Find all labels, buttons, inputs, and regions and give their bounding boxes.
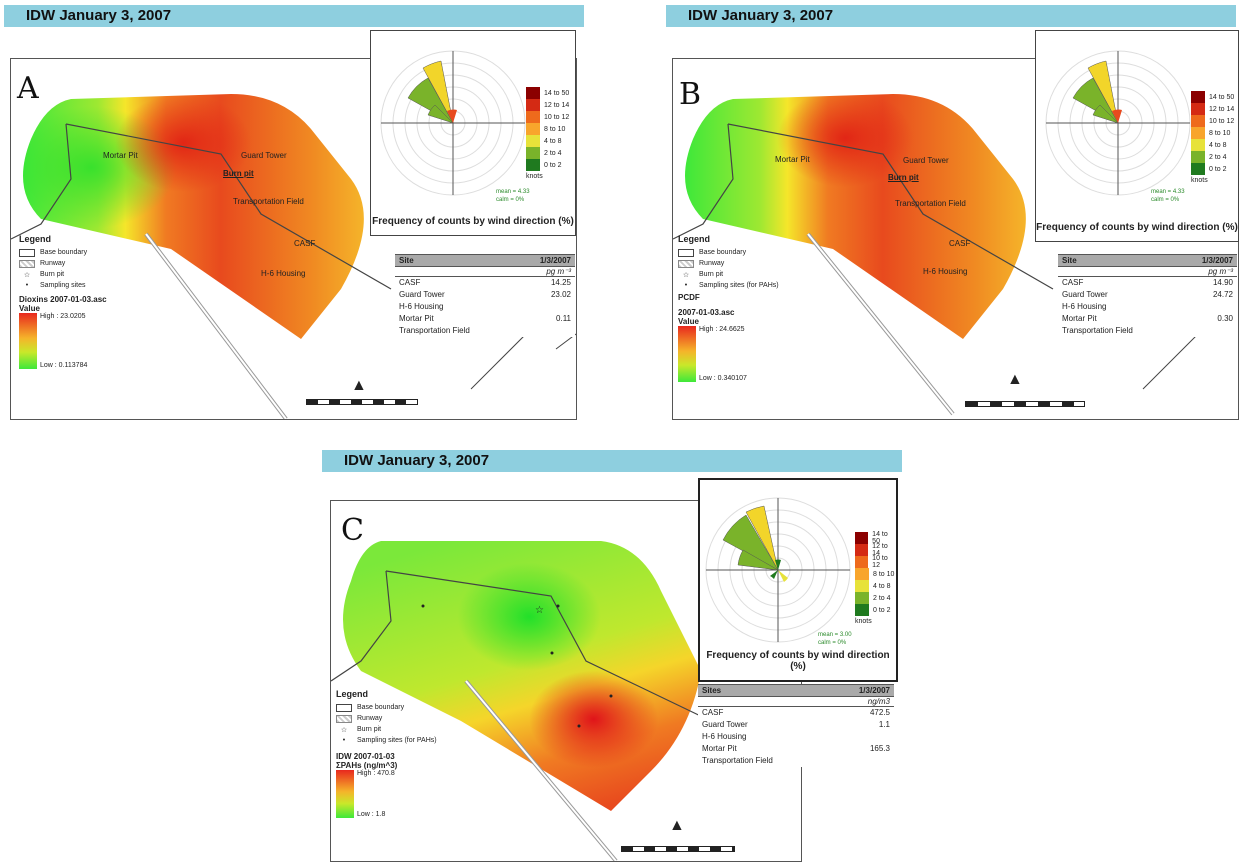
table-row: Transportation Field xyxy=(702,756,773,765)
table-row: Mortar Pit 0.30 xyxy=(1062,314,1233,323)
panel-c-heatmap xyxy=(331,541,712,861)
panel-c-wind-rose-box: mean = 3.00 calm = 0% 14 to 50 12 to 14 … xyxy=(698,478,898,682)
legend-burn-pit: Burn pit xyxy=(40,271,65,278)
transportation-field-label: Transportation Field xyxy=(895,199,966,208)
star-icon: ☆ xyxy=(340,726,348,734)
legend-title: Legend xyxy=(19,234,52,244)
guard-tower-label: Guard Tower xyxy=(903,156,949,165)
mortar-pit-label: Mortar Pit xyxy=(103,151,138,160)
wind-mean: mean = 4.33 xyxy=(496,189,530,195)
legend-high: High : 23.0205 xyxy=(40,313,86,320)
wind-caption: Frequency of counts by wind direction (%… xyxy=(372,216,574,227)
panel-a-wind-rose xyxy=(380,50,526,196)
wind-calm: calm = 0% xyxy=(496,197,525,203)
panel-a-heatmap xyxy=(11,94,576,419)
star-icon: ☆ xyxy=(23,271,31,279)
mortar-pit-label: Mortar Pit xyxy=(775,155,810,164)
scale-bar xyxy=(306,399,418,405)
table-row: Guard Tower 1.1 xyxy=(702,720,890,729)
table-row: H-6 Housing xyxy=(1062,302,1107,311)
panel-a-wind-rose-box: mean = 4.33 calm = 0% 14 to 50 12 to 14 … xyxy=(370,30,576,236)
north-arrow-icon: ▲ xyxy=(351,377,367,394)
panel-c-site-table: Sites 1/3/2007 ng/m3 CASF 472.5 Guard Towe… xyxy=(698,684,894,767)
panel-c-letter: C xyxy=(341,513,364,548)
panel-a-site-table: Site 1/3/2007 pg m⁻³ CASF 14.25 Guard Towe… xyxy=(395,254,575,337)
legend-low: Low : 0.113784 xyxy=(40,362,88,369)
legend-base-boundary: Base boundary xyxy=(40,249,88,256)
panel-a-title: IDW January 3, 2007 xyxy=(4,5,584,27)
table-row: CASF 472.5 xyxy=(702,708,890,717)
legend-color-ramp xyxy=(19,313,37,369)
h6-housing-label: H-6 Housing xyxy=(261,269,306,278)
panel-b-letter: B xyxy=(679,77,702,112)
panel-a-wind-key: 14 to 50 12 to 14 10 to 12 8 to 10 4 to … xyxy=(526,87,569,180)
table-row: H-6 Housing xyxy=(399,302,444,311)
guard-tower-label: Guard Tower xyxy=(241,151,287,160)
transportation-field-label: Transportation Field xyxy=(233,197,304,206)
panel-c-legend: Legend Base boundary Runway ☆ Burn pit • S… xyxy=(336,689,437,818)
panel-b-wind-rose-box: mean = 4.33 calm = 0% 14 to 50 12 to 14 … xyxy=(1035,30,1239,242)
casf-label: CASF xyxy=(949,239,971,248)
panel-b-title: IDW January 3, 2007 xyxy=(666,5,1236,27)
legend-value-label: Value xyxy=(19,304,40,313)
scale-bar xyxy=(965,401,1085,407)
table-row: Guard Tower 24.72 xyxy=(1062,290,1233,299)
panel-a-legend: Legend Base boundary Runway ☆ Burn pit • S… xyxy=(19,234,107,369)
panel-a-letter: A xyxy=(17,71,39,106)
table-row: H-6 Housing xyxy=(702,732,747,741)
table-row: CASF 14.90 xyxy=(1062,278,1233,287)
north-arrow-icon: ▲ xyxy=(1007,371,1023,388)
table-row: Guard Tower 23.02 xyxy=(399,290,571,299)
panel-c-title: IDW January 3, 2007 xyxy=(322,450,902,472)
table-row: CASF 14.25 xyxy=(399,278,571,287)
table-row: Transportation Field xyxy=(1062,326,1133,335)
panel-b-heatmap xyxy=(673,94,1204,416)
table-row: Mortar Pit 0.11 xyxy=(399,314,571,323)
panel-b-legend: Legend Base boundary Runway ☆ Burn pit • S… xyxy=(678,234,779,382)
casf-label: CASF xyxy=(294,239,316,248)
legend-runway: Runway xyxy=(40,260,66,267)
burn-pit-label: Burn pit xyxy=(888,173,919,182)
burn-pit-icon: ☆ xyxy=(535,605,544,616)
burn-pit-label: Burn pit xyxy=(223,169,254,178)
legend-layer: Dioxins 2007-01-03.asc xyxy=(19,295,107,304)
star-icon: ☆ xyxy=(682,271,690,279)
scale-bar xyxy=(621,846,735,852)
panel-b-site-table: Site 1/3/2007 pg m⁻³ CASF 14.90 Guard Towe… xyxy=(1058,254,1237,337)
table-row: Transportation Field xyxy=(399,326,470,335)
north-arrow-icon: ▲ xyxy=(669,817,685,834)
h6-housing-label: H-6 Housing xyxy=(923,267,968,276)
legend-sampling-sites: Sampling sites xyxy=(40,282,86,289)
table-row: Mortar Pit 165.3 xyxy=(702,744,890,753)
